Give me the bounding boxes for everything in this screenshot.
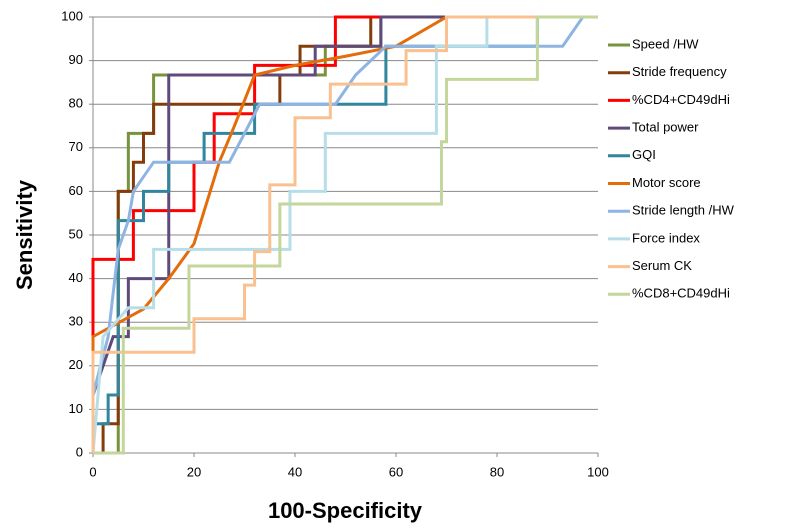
x-tick-label: 40	[288, 464, 302, 479]
legend-label: GQI	[632, 147, 656, 162]
legend-label: Total power	[632, 120, 699, 135]
y-axis-title: Sensitivity	[12, 179, 37, 290]
legend-label: Motor score	[632, 175, 701, 190]
series-line	[93, 15, 598, 455]
y-tick-label: 0	[76, 444, 83, 459]
x-tick-label: 100	[587, 464, 609, 479]
y-tick-label: 10	[69, 401, 83, 416]
legend-label: %CD4+CD49dHi	[632, 92, 730, 107]
y-tick-label: 20	[69, 357, 83, 372]
y-tick-label: 80	[69, 96, 83, 111]
y-tick-label: 40	[69, 270, 83, 285]
series-line	[91, 15, 598, 454]
legend-label: Speed /HW	[632, 36, 699, 51]
series-line	[91, 15, 598, 453]
y-tick-label: 100	[61, 8, 83, 23]
series-line	[91, 15, 598, 396]
x-tick-label: 20	[187, 464, 201, 479]
y-tick-label: 30	[69, 314, 83, 329]
x-tick-label: 80	[490, 464, 504, 479]
x-tick-label: 60	[389, 464, 403, 479]
x-axis-title: 100-Specificity	[268, 498, 423, 523]
x-tick-label: 0	[89, 464, 96, 479]
y-tick-label: 70	[69, 139, 83, 154]
legend-label: Stride frequency	[632, 64, 727, 79]
legend-label: Force index	[632, 230, 700, 245]
legend-label: Stride length /HW	[632, 203, 735, 218]
y-tick-label: 90	[69, 52, 83, 67]
legend-label: %CD8+CD49dHi	[632, 286, 730, 301]
series-line	[93, 15, 598, 455]
series-line	[91, 15, 598, 396]
y-tick-label: 60	[69, 183, 83, 198]
y-tick-label: 50	[69, 226, 83, 241]
legend-label: Serum CK	[632, 258, 692, 273]
